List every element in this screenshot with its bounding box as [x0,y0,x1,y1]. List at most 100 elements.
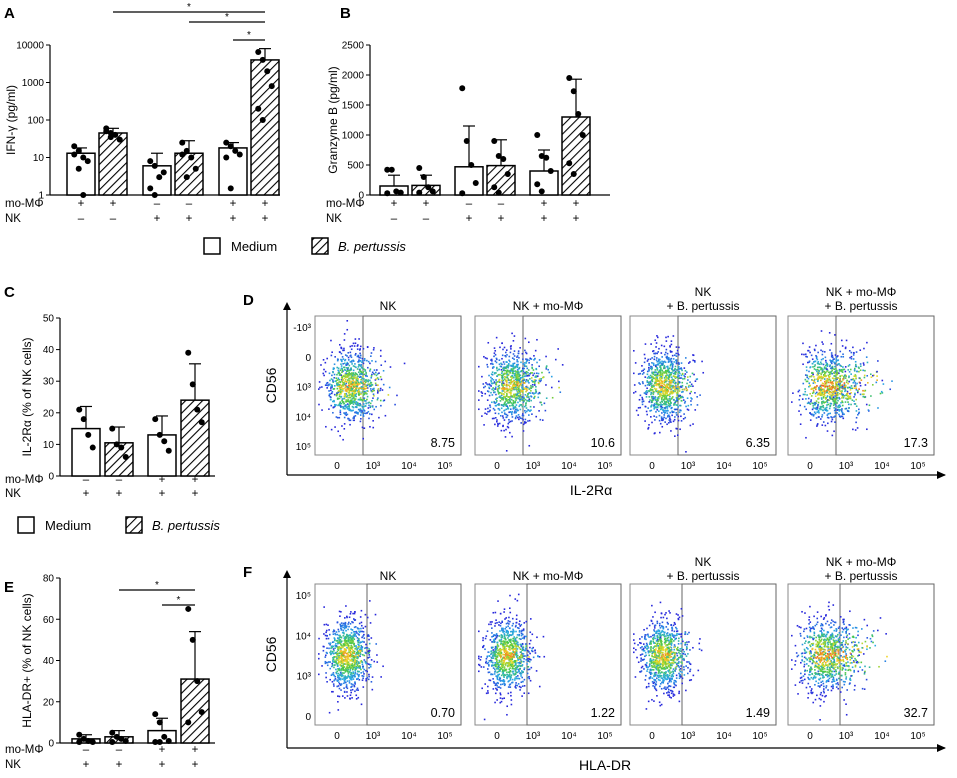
event-dot [499,346,501,349]
event-dot [356,666,359,669]
data-point [232,147,239,154]
event-dot [659,366,662,369]
event-dot [861,393,864,396]
event-dot [358,648,361,651]
event-dot [689,375,692,378]
event-dot [503,429,505,432]
event-dot [839,405,842,408]
event-dot [832,386,835,388]
event-dot [513,407,516,409]
event-dot [651,397,653,399]
event-dot [500,394,503,397]
event-dot [487,407,489,410]
event-dot [336,359,339,362]
event-dot [482,386,485,389]
event-dot [352,359,354,362]
event-dot [832,382,834,385]
event-dot [508,388,511,390]
event-dot [347,671,349,673]
event-dot [337,628,340,631]
event-dot [332,672,335,674]
event-dot [836,396,838,399]
event-dot [350,678,353,681]
event-dot [332,690,334,693]
event-dot [791,401,793,403]
event-dot [354,633,356,636]
event-dot [641,398,644,401]
event-dot [326,664,329,667]
event-dot [360,644,362,647]
event-dot [847,403,850,406]
event-dot [345,372,347,374]
event-dot [482,644,485,647]
event-dot [338,678,341,681]
event-dot [656,390,659,393]
condition-label-momphi: mo-MΦ [326,198,365,210]
event-dot [841,397,843,399]
event-dot [511,435,513,438]
event-dot [660,416,663,418]
event-dot [827,413,830,415]
event-dot [833,416,835,418]
x-tick-label: 10⁴ [716,461,731,472]
event-dot [809,403,812,405]
event-dot [506,407,509,410]
event-dot [859,377,861,380]
event-dot [832,394,835,396]
event-dot [481,415,483,417]
event-dot [824,382,827,385]
event-dot [340,641,343,643]
event-dot [650,404,653,407]
event-dot [333,664,336,666]
event-dot [343,397,346,400]
event-dot [370,376,373,379]
event-dot [815,344,817,347]
data-point [122,454,129,461]
event-dot [663,360,666,363]
event-dot [866,374,869,377]
event-dot [656,373,659,375]
event-dot [356,382,358,384]
event-dot [818,372,821,374]
event-dot [809,351,811,354]
event-dot [505,408,508,411]
event-dot [345,393,348,395]
event-dot [681,396,683,398]
event-dot [649,382,652,384]
event-dot [848,395,850,398]
event-dot [362,686,365,688]
event-dot [335,668,337,671]
event-dot [509,399,511,402]
event-dot [337,664,339,667]
condition-nk: + [83,759,90,771]
y-axis-label: IL-2Rα (% of NK cells) [20,338,34,457]
event-dot [528,382,530,384]
event-dot [346,676,349,678]
condition-momphi: + [192,744,199,756]
event-dot [525,372,527,375]
event-dot [350,674,353,677]
event-dot [646,370,649,373]
event-dot [648,362,650,365]
event-dot [350,356,353,359]
event-dot [854,375,857,377]
event-dot [647,390,650,392]
event-dot [337,642,339,645]
event-dot [826,369,829,372]
event-dot [829,364,831,366]
event-dot [345,370,348,373]
event-dot [829,393,831,396]
data-point [227,143,234,150]
data-point [76,406,83,413]
event-dot [490,380,493,383]
event-dot [652,395,654,398]
event-dot [819,405,822,408]
data-point [575,111,582,117]
data-point [384,166,391,173]
event-dot [835,405,837,407]
event-dot [824,374,826,376]
event-dot [509,420,512,423]
event-dot [676,349,679,352]
event-dot [340,363,342,365]
event-dot [513,350,516,352]
